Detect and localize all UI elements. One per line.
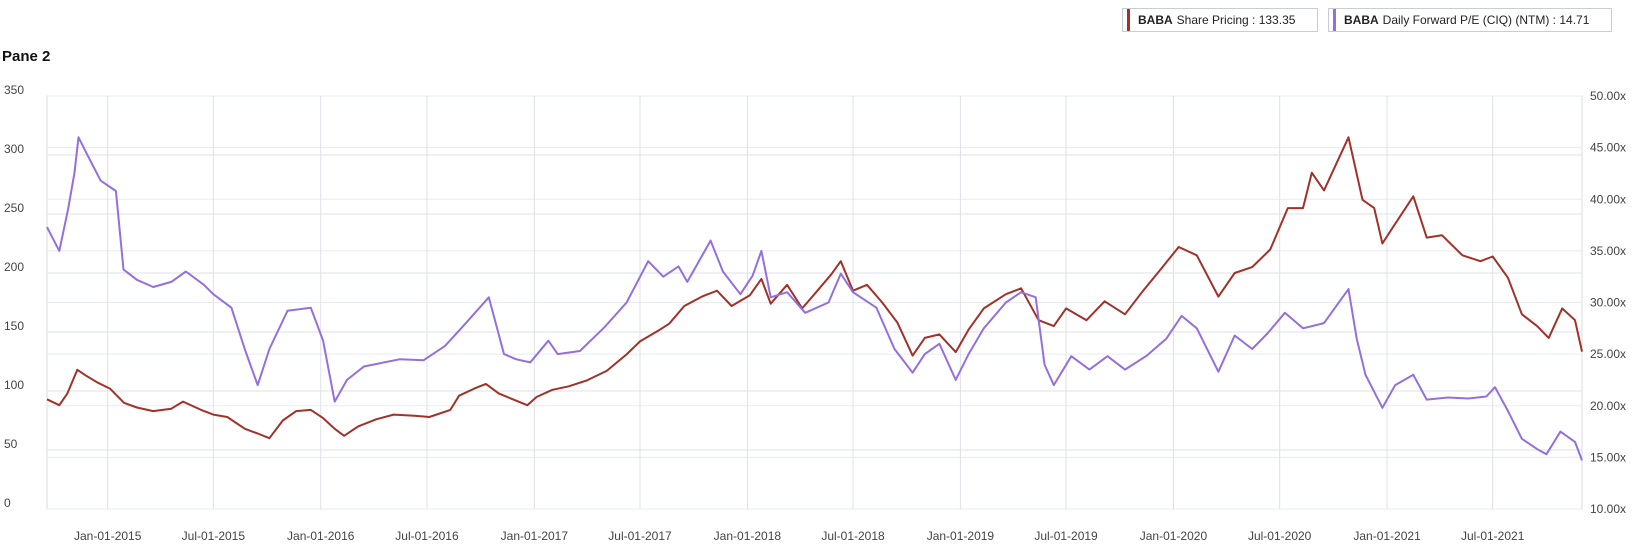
x-axis-ticks: Jan-01-2015 Jul-01-2015 Jan-01-2016 Jul-01-… [74,529,1525,543]
right-tick-label: 25.00x [1590,347,1626,361]
legend-swatch-share-pricing [1127,9,1130,31]
series-line-forward-pe[interactable] [46,136,1583,461]
x-tick-label: Jan-01-2018 [714,529,782,543]
legend-label-forward-pe: Daily Forward P/E (CIQ) (NTM) : 14.71 [1382,13,1590,27]
series-lines [46,136,1583,461]
x-tick-label: Jul-01-2018 [821,529,885,543]
legend-label-share-pricing: Share Pricing : 133.35 [1176,13,1296,27]
right-tick-label: 35.00x [1590,244,1626,258]
right-tick-label: 50.00x [1590,89,1626,103]
right-tick-label: 40.00x [1590,192,1626,206]
legend-item-share-pricing[interactable]: BABA Share Pricing : 133.35 [1122,8,1318,32]
x-tick-label: Jan-01-2019 [927,529,995,543]
left-tick-label: 50 [4,437,18,451]
x-tick-label: Jul-01-2017 [608,529,672,543]
left-tick-label: 250 [4,201,24,215]
grid-lines [46,95,1583,510]
legend-ticker-share-pricing: BABA [1138,13,1173,27]
x-tick-label: Jan-01-2015 [74,529,142,543]
x-tick-label: Jul-01-2016 [395,529,459,543]
x-tick-label: Jul-01-2021 [1461,529,1525,543]
x-tick-label: Jan-01-2020 [1140,529,1208,543]
pane-title: Pane 2 [2,48,51,65]
right-tick-label: 30.00x [1590,296,1626,310]
x-tick-label: Jan-01-2017 [501,529,569,543]
x-tick-label: Jul-01-2020 [1248,529,1312,543]
left-tick-label: 300 [4,142,24,156]
legend-item-forward-pe[interactable]: BABA Daily Forward P/E (CIQ) (NTM) : 14.… [1328,8,1612,32]
x-tick-label: Jul-01-2015 [182,529,246,543]
legend-ticker-forward-pe: BABA [1344,13,1379,27]
left-tick-label: 350 [4,83,24,97]
legend-swatch-forward-pe [1333,9,1336,31]
series-line-share-pricing[interactable] [46,136,1583,440]
x-tick-label: Jan-01-2021 [1353,529,1421,543]
left-tick-label: 0 [4,496,11,510]
x-tick-label: Jan-01-2016 [287,529,355,543]
left-tick-label: 150 [4,319,24,333]
right-tick-label: 45.00x [1590,141,1626,155]
left-tick-label: 100 [4,378,24,392]
left-tick-label: 200 [4,260,24,274]
x-tick-label: Jul-01-2019 [1034,529,1098,543]
right-axis-ticks: 10.00x 15.00x 20.00x 25.00x 30.00x 35.00x 40.0… [1590,89,1626,516]
right-tick-label: 15.00x [1590,450,1626,464]
left-axis-ticks: 0 50 100 150 200 250 300 350 [4,83,24,510]
right-tick-label: 10.00x [1590,502,1626,516]
right-tick-label: 20.00x [1590,399,1626,413]
